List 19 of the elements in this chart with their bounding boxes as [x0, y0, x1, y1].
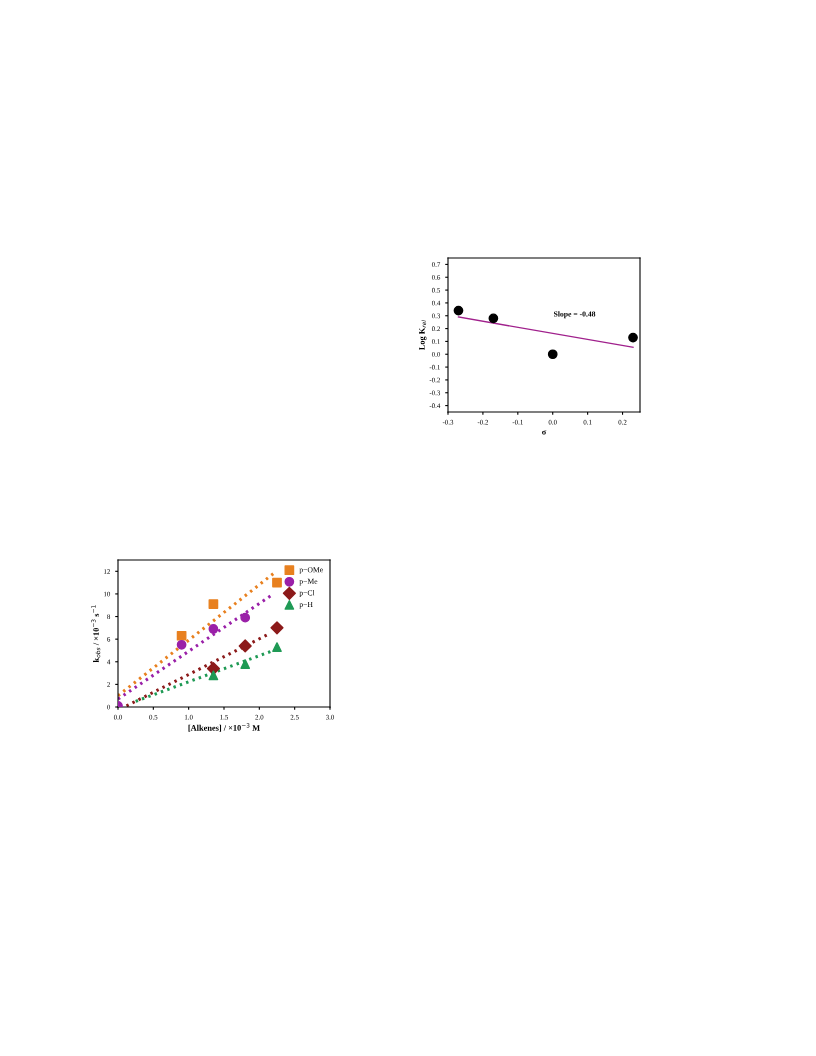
x-axis-title: [Alkenes] / ×10$^{−3}$ M	[188, 723, 260, 732]
point	[176, 630, 187, 641]
point	[208, 670, 219, 681]
point	[176, 639, 187, 650]
point	[240, 659, 251, 669]
point	[547, 349, 558, 360]
point	[628, 332, 638, 343]
point	[240, 612, 251, 623]
point	[272, 577, 282, 588]
point	[488, 313, 499, 324]
y-axis-title: k$_{obs}$ / ×10$^{−3}$ s$^{−1}$	[91, 605, 101, 663]
point	[272, 642, 282, 652]
point	[238, 639, 252, 653]
point	[208, 599, 219, 609]
x-axis-title: σ	[542, 430, 547, 435]
point	[208, 624, 219, 634]
y-axis-title: Log K$_{rel}$	[419, 320, 427, 351]
point	[453, 305, 464, 316]
point	[270, 621, 284, 635]
